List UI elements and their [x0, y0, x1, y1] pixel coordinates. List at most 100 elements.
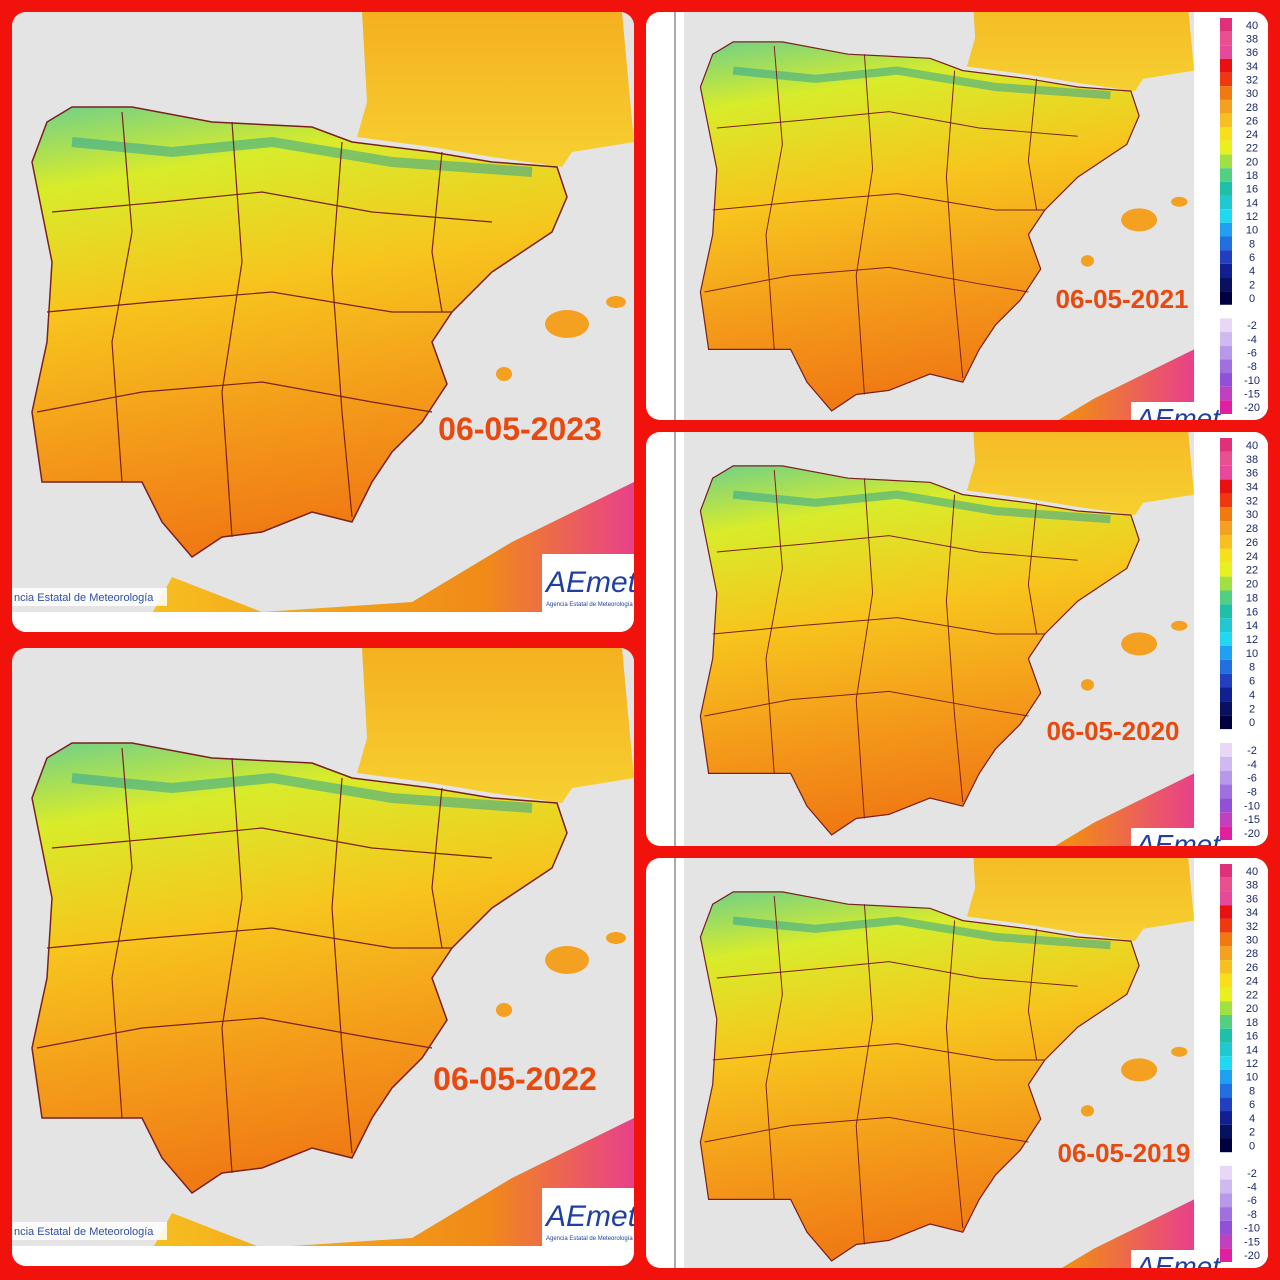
legend-swatch: [1220, 250, 1232, 264]
legend-label: 6: [1249, 676, 1255, 688]
legend-label: 14: [1246, 1044, 1258, 1056]
logo-bg: [1131, 828, 1216, 846]
legend-swatch: [1220, 400, 1232, 414]
legend-swatch: [1220, 1056, 1232, 1070]
legend-label: 4: [1249, 266, 1255, 278]
legend-swatch: [1220, 465, 1232, 480]
legend-label: 16: [1246, 606, 1258, 618]
legend-label: 40: [1246, 866, 1258, 878]
legend-label: 32: [1246, 921, 1258, 933]
legend-label: 26: [1246, 115, 1258, 127]
legend-swatch: [1220, 222, 1232, 237]
legend-swatch: [1220, 715, 1232, 730]
legend-swatch: [1220, 507, 1232, 522]
date-label: 06-05-2020: [1047, 716, 1180, 746]
legend-label: 0: [1249, 717, 1255, 729]
legend-label: 26: [1246, 537, 1258, 549]
legend-swatch: [1220, 877, 1232, 892]
legend-swatch: [1220, 973, 1232, 988]
credit-bg: [12, 1222, 167, 1240]
legend-swatch: [1220, 86, 1232, 100]
legend-swatch: [1220, 263, 1232, 278]
logo-bg: [542, 554, 634, 612]
legend-swatch: [1220, 618, 1232, 633]
logo-bg: [542, 1188, 634, 1246]
legend-swatch: [1220, 987, 1232, 1002]
legend-label: -8: [1247, 361, 1257, 373]
legend-swatch: [1220, 45, 1232, 59]
legend-label: 40: [1246, 20, 1258, 32]
legend-swatch: [1220, 864, 1232, 878]
legend-swatch: [1220, 1165, 1232, 1180]
legend-label: 22: [1246, 143, 1258, 155]
legend-swatch: [1220, 932, 1232, 947]
legend-swatch: [1220, 562, 1232, 577]
legend-swatch: [1220, 236, 1232, 251]
legend-label: 8: [1249, 662, 1255, 674]
legend-label: 30: [1246, 509, 1258, 521]
legend-swatch: [1220, 905, 1232, 919]
legend-swatch: [1220, 277, 1232, 292]
legend-swatch: [1220, 1248, 1232, 1262]
legend-swatch: [1220, 168, 1232, 182]
legend-swatch: [1220, 701, 1232, 716]
legend-swatch: [1220, 359, 1232, 374]
legend-label: 4: [1249, 689, 1255, 701]
legend-label: 14: [1246, 620, 1258, 632]
legend-swatch: [1220, 946, 1232, 961]
legend-label: 40: [1246, 440, 1258, 452]
legend-swatch: [1220, 770, 1232, 785]
legend-swatch: [1220, 1069, 1232, 1084]
legend-swatch: [1220, 332, 1232, 346]
map-panel: ncia Estatal de Meteorología AEmet Agencia…: [12, 12, 634, 632]
legend-label: 36: [1246, 47, 1258, 59]
legend-swatch: [1220, 798, 1232, 813]
legend-swatch: [1220, 576, 1232, 591]
legend-label: -4: [1247, 1182, 1257, 1194]
logo-subtitle: Agencia Estatal de Meteorología: [546, 602, 633, 608]
legend-label: -6: [1247, 1195, 1257, 1207]
date-label: 06-05-2019: [1058, 1138, 1191, 1168]
legend-swatch: [1220, 645, 1232, 660]
credit: ncia Estatal de Meteorología: [14, 1226, 154, 1238]
map: [684, 814, 1194, 1280]
legend-label: -20: [1244, 402, 1260, 414]
logo: AEmet: [1134, 829, 1221, 860]
legend-swatch: [1220, 99, 1232, 114]
legend-swatch: [1220, 1028, 1232, 1043]
map-panel: AEmet40383634323028262422201816141210864…: [646, 432, 1268, 860]
legend-label: -4: [1247, 759, 1257, 771]
legend-label: 20: [1246, 156, 1258, 168]
legend-swatch: [1220, 345, 1232, 360]
map-panel: AEmet40383634323028262422201816141210864…: [646, 814, 1268, 1280]
date-label: 06-05-2023: [438, 411, 602, 447]
legend-label: 8: [1249, 1085, 1255, 1097]
legend-label: 14: [1246, 197, 1258, 209]
legend-swatch: [1220, 318, 1232, 333]
date-label: 06-05-2021: [1056, 284, 1189, 314]
legend-swatch: [1220, 604, 1232, 619]
legend-label: 32: [1246, 495, 1258, 507]
legend-label: 10: [1246, 225, 1258, 237]
legend-label: -8: [1247, 786, 1257, 798]
legend-label: 30: [1246, 934, 1258, 946]
legend-label: 4: [1249, 1113, 1255, 1125]
legend-label: 20: [1246, 579, 1258, 591]
legend-swatch: [1220, 1138, 1232, 1153]
legend-label: 0: [1249, 293, 1255, 305]
legend-label: 12: [1246, 1058, 1258, 1070]
legend-label: -15: [1244, 1236, 1260, 1248]
logo-bg: [1131, 402, 1216, 420]
legend-label: 6: [1249, 252, 1255, 264]
legend-swatch: [1220, 1001, 1232, 1015]
legend-label: 38: [1246, 33, 1258, 45]
legend-label: -8: [1247, 1209, 1257, 1221]
legend-swatch: [1220, 918, 1232, 933]
legend-swatch: [1220, 31, 1232, 46]
legend-label: 18: [1246, 1017, 1258, 1029]
legend-label: -20: [1244, 828, 1260, 840]
map-panel: AEmet40383634323028262422201816141210864…: [646, 12, 1268, 420]
legend-label: 34: [1246, 482, 1258, 494]
legend-label: 20: [1246, 1003, 1258, 1015]
legend-swatch: [1220, 451, 1232, 466]
